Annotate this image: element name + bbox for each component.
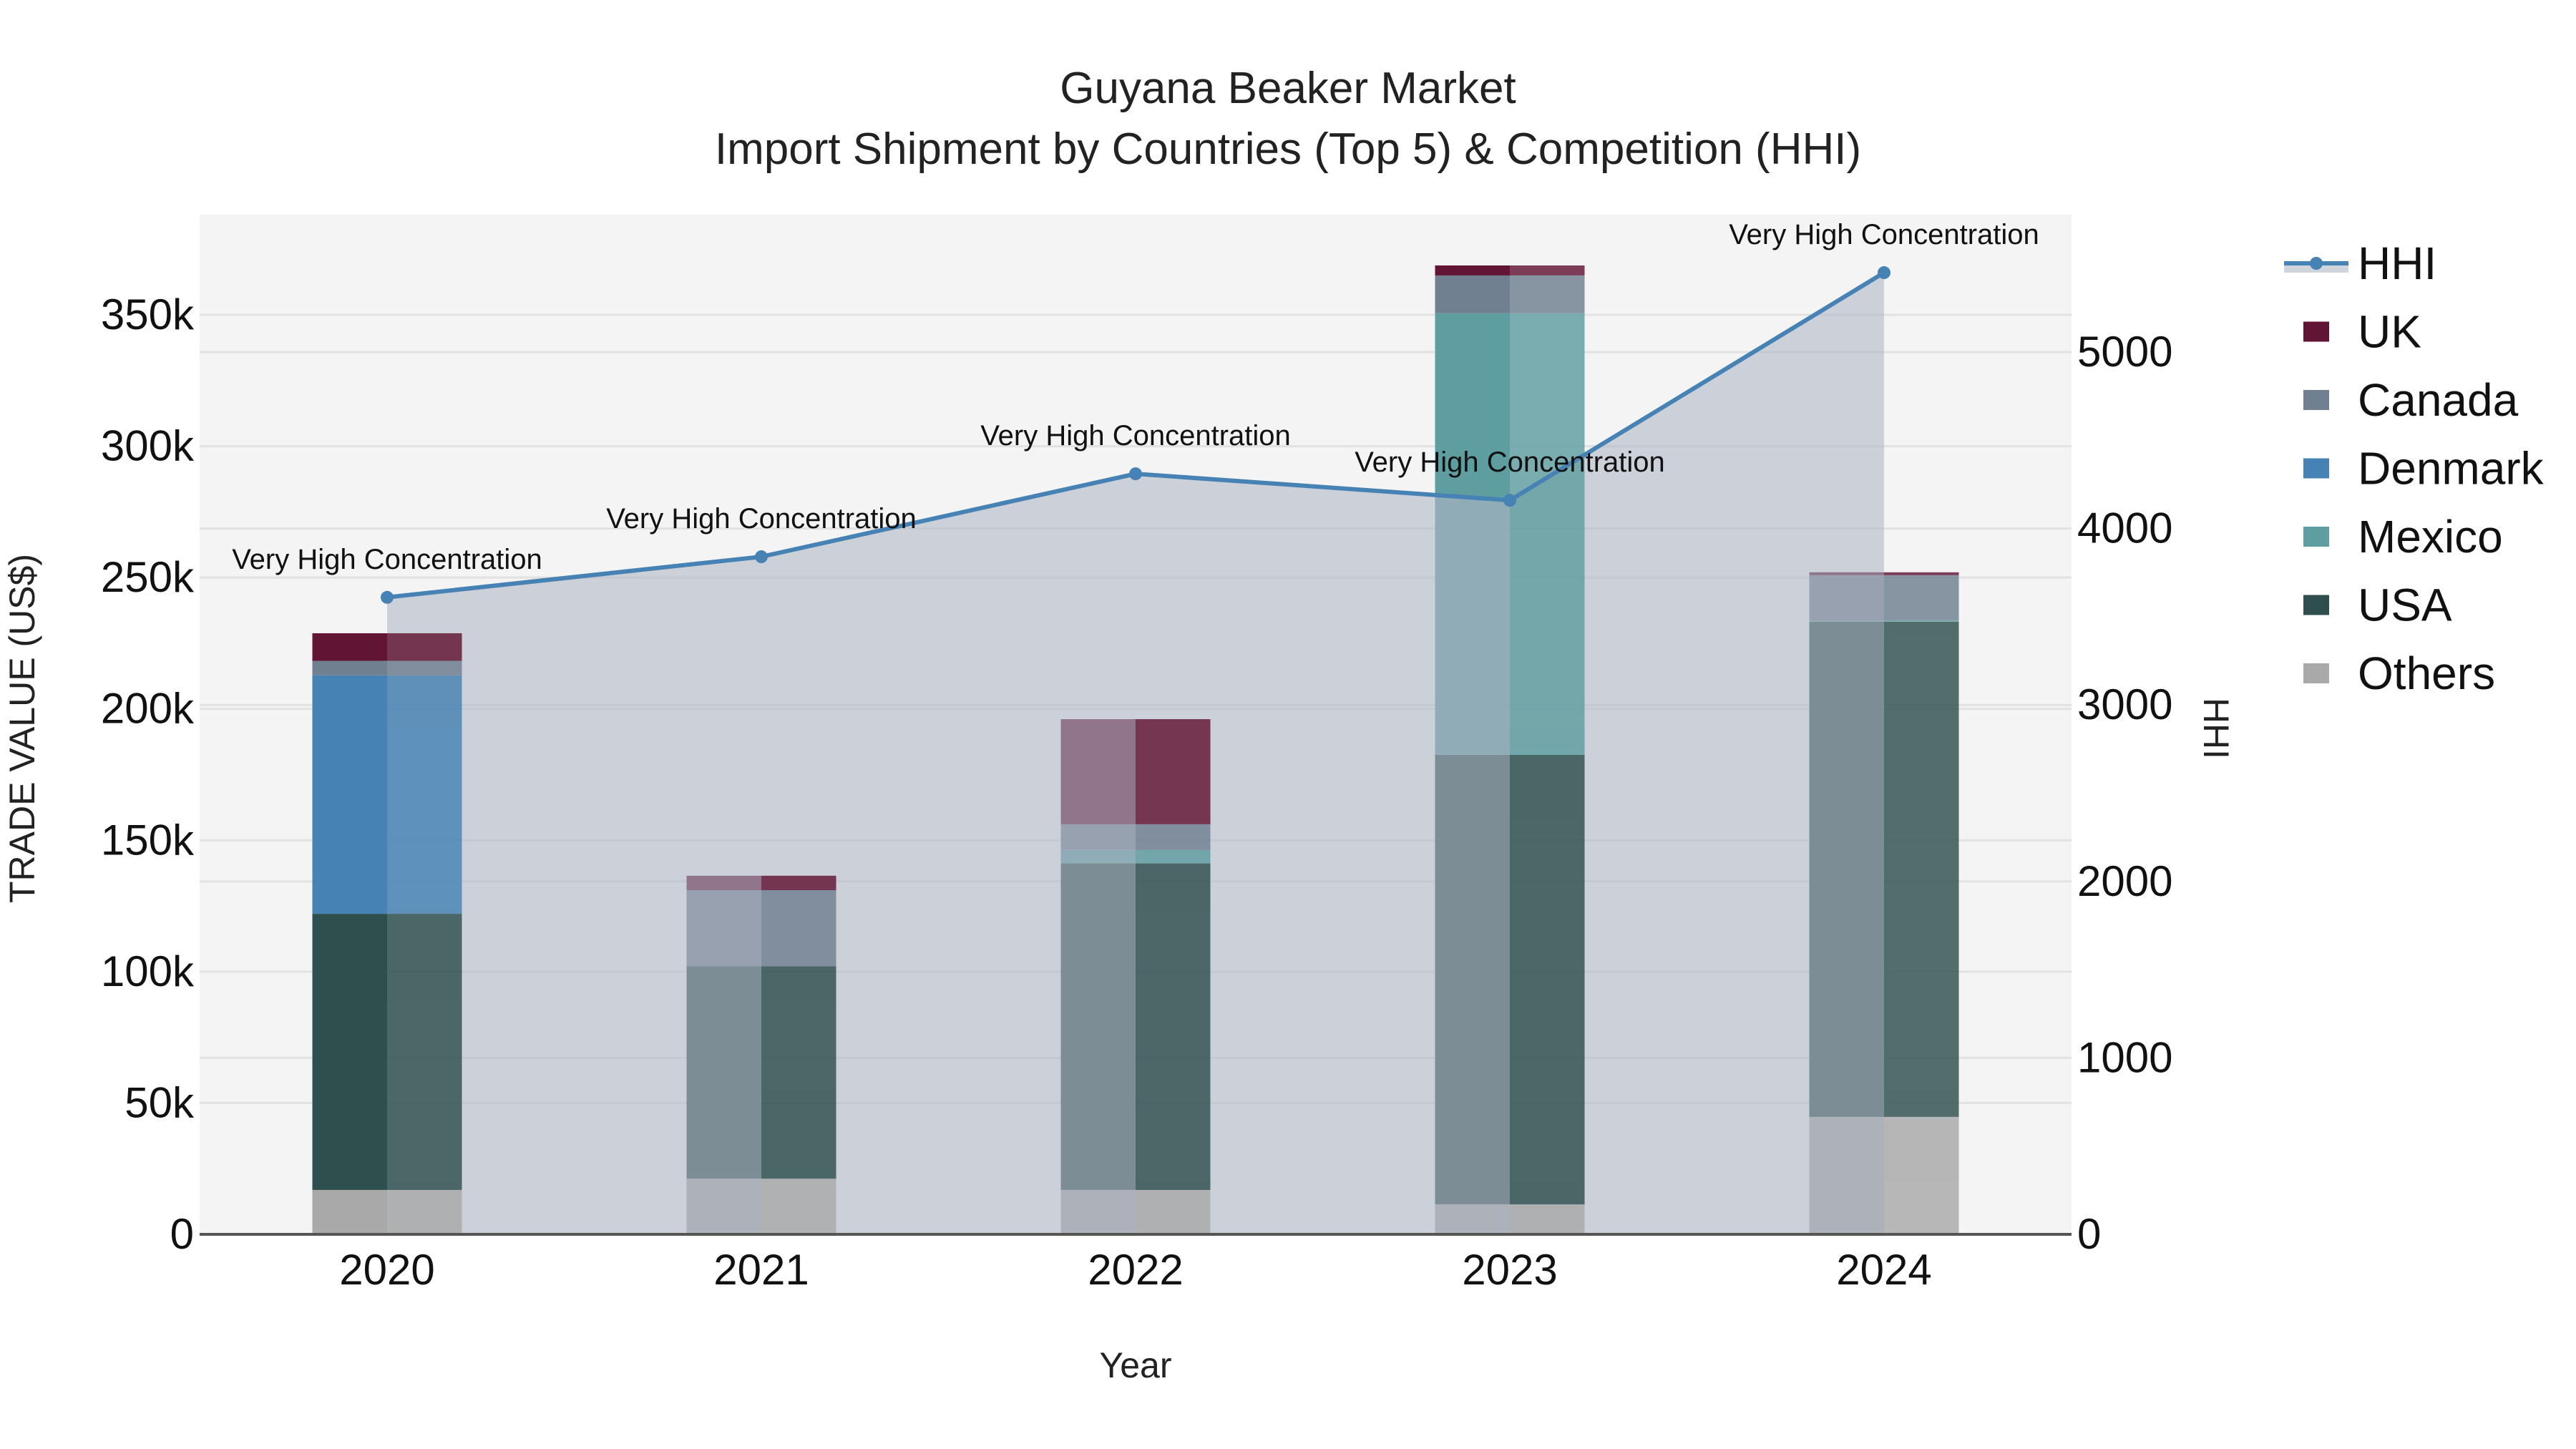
bar-segment-others (1136, 1189, 1211, 1234)
hhi-annotation-label: Very High Concentration (606, 503, 917, 535)
legend-label: USA (2358, 580, 2452, 631)
bar-segment-denmark (387, 675, 462, 914)
legend-item-denmark: Denmark (2303, 443, 2545, 494)
bar-segment-others (1884, 1116, 1959, 1234)
bar-segment-uk (312, 633, 387, 661)
bar-segment-usa (387, 914, 462, 1190)
y-right-tick-label: 1000 (2077, 1033, 2172, 1081)
bar-segment-mexico (1510, 313, 1585, 755)
hhi-annotation-label: Very High Concentration (980, 420, 1291, 452)
legend-item-usa: USA (2303, 580, 2452, 631)
hhi-annotation-label: Very High Concentration (1355, 447, 1665, 478)
bar-segment-usa (1136, 863, 1211, 1190)
chart-title-line1: Guyana Beaker Market (1060, 64, 1516, 113)
bar-segment-denmark (312, 675, 387, 914)
bar-segment-uk (1136, 719, 1211, 824)
bar-segment-uk (1884, 572, 1959, 575)
bar-segment-usa (1510, 754, 1585, 1205)
y-axis-right-ticks: 0 1000 2000 3000 4000 5000 (2077, 328, 2172, 1258)
x-tick-label: 2023 (1462, 1246, 1557, 1294)
y-left-tick-label: 150k (101, 816, 195, 864)
bar-segment-usa (312, 914, 387, 1190)
y-left-tick-label: 350k (101, 291, 195, 338)
bar-segment-uk (1510, 265, 1585, 275)
legend-label: Others (2358, 648, 2495, 699)
y-axis-left-title: TRADE VALUE (US$) (2, 554, 42, 903)
bar-segment-canada (1435, 275, 1510, 313)
legend-item-canada: Canada (2303, 374, 2519, 426)
bar-segment-uk (1435, 265, 1510, 275)
y-left-tick-label: 250k (101, 553, 195, 601)
bar-segment-canada (761, 890, 836, 967)
legend-label: HHI (2358, 238, 2436, 289)
legend-swatch-icon (2303, 390, 2329, 410)
legend-label: Canada (2358, 374, 2519, 426)
y-right-tick-label: 0 (2077, 1210, 2101, 1258)
bar-segment-others (387, 1189, 462, 1234)
bar-segment-others (761, 1179, 836, 1234)
hhi-marker (1503, 494, 1516, 507)
bar-segment-others (312, 1189, 387, 1234)
bar-segment-others (1510, 1204, 1585, 1234)
stacked-bars-right-half (387, 265, 1959, 1234)
legend-label: Denmark (2358, 443, 2545, 494)
bar-segment-canada (1510, 275, 1585, 313)
hhi-annotation-label: Very High Concentration (232, 544, 542, 575)
y-right-tick-label: 2000 (2077, 857, 2172, 905)
x-tick-label: 2024 (1836, 1246, 1931, 1294)
y-left-tick-label: 0 (170, 1210, 194, 1258)
chart-title: Guyana Beaker Market Import Shipment by … (0, 63, 2576, 175)
bar-segment-canada (312, 660, 387, 675)
y-right-tick-label: 4000 (2077, 504, 2172, 552)
y-left-tick-label: 300k (101, 422, 195, 470)
hhi-marker (381, 590, 394, 604)
legend-item-mexico: Mexico (2303, 511, 2503, 562)
legend-item-hhi: HHI (2284, 238, 2436, 289)
x-axis-title: Year (1099, 1345, 1171, 1385)
hhi-markers (381, 266, 1890, 604)
chart-title-line2: Import Shipment by Countries (Top 5) & C… (714, 125, 1862, 174)
y-left-tick-label: 100k (101, 947, 195, 995)
hhi-marker (1129, 467, 1142, 481)
y-right-tick-label: 3000 (2077, 680, 2172, 728)
legend-hhi-marker-icon (2310, 257, 2323, 270)
legend: HHI UK Canada Denmark Mexico USA Others (2284, 238, 2545, 699)
legend-swatch-icon (2303, 527, 2329, 547)
x-tick-label: 2021 (713, 1246, 809, 1294)
legend-label: Mexico (2358, 511, 2503, 562)
y-right-tick-label: 5000 (2077, 328, 2172, 376)
legend-swatch-icon (2303, 595, 2329, 615)
legend-swatch-icon (2303, 663, 2329, 683)
hhi-marker (1878, 266, 1890, 280)
bar-segment-uk (761, 875, 836, 891)
legend-swatch-icon (2303, 321, 2329, 342)
bar-segment-uk (387, 633, 462, 661)
legend-swatch-icon (2303, 458, 2329, 479)
bar-segment-usa (761, 966, 836, 1179)
x-tick-label: 2022 (1088, 1246, 1183, 1294)
legend-item-others: Others (2303, 648, 2495, 699)
bar-segment-mexico (1884, 620, 1959, 622)
bar-segment-canada (387, 660, 462, 675)
legend-item-uk: UK (2303, 306, 2421, 358)
y-axis-left-ticks: 0 50k 100k 150k 200k 250k 300k 350k (101, 291, 195, 1258)
bar-segment-usa (1884, 621, 1959, 1117)
hhi-annotation-label: Very High Concentration (1729, 219, 2039, 250)
hhi-marker (755, 550, 768, 564)
bar-segment-canada (1884, 575, 1959, 620)
legend-label: UK (2358, 306, 2421, 358)
bar-segment-mexico (1136, 849, 1211, 864)
x-tick-label: 2020 (339, 1246, 434, 1294)
y-left-tick-label: 50k (125, 1078, 195, 1126)
bar-segment-canada (1136, 824, 1211, 850)
y-left-tick-label: 200k (101, 685, 195, 733)
hhi-annotations: Very High Concentration Very High Concent… (232, 219, 2039, 575)
y-axis-right-title: HHI (2196, 698, 2236, 759)
x-axis-ticks: 2020 2021 2022 2023 2024 (339, 1246, 1931, 1294)
